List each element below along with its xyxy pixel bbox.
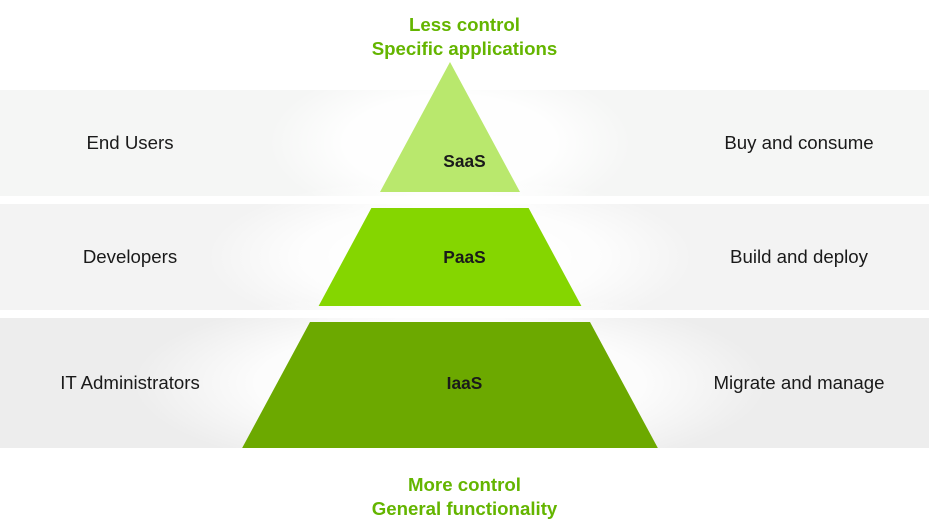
left-label-paas: Developers (0, 246, 260, 268)
top-caption: Less control Specific applications (0, 13, 929, 62)
right-label-iaas: Migrate and manage (669, 372, 929, 394)
left-label-iaas: IT Administrators (0, 372, 260, 394)
bottom-caption: More control General functionality (0, 473, 929, 522)
top-caption-line2: Specific applications (0, 37, 929, 61)
band-paas: Developers PaaS Build and deploy (0, 204, 929, 310)
band-iaas: IT Administrators IaaS Migrate and manag… (0, 318, 929, 448)
band-saas: End Users SaaS Buy and consume (0, 90, 929, 196)
left-label-saas: End Users (0, 132, 260, 154)
pyramid-label-saas: SaaS (260, 151, 669, 172)
right-label-paas: Build and deploy (669, 246, 929, 268)
pyramid-label-iaas: IaaS (260, 373, 669, 394)
diagram-container: Less control Specific applications End U… (0, 0, 929, 523)
pyramid-label-paas: PaaS (260, 247, 669, 268)
bottom-caption-line2: General functionality (0, 497, 929, 521)
right-label-saas: Buy and consume (669, 132, 929, 154)
top-caption-line1: Less control (0, 13, 929, 37)
bottom-caption-line1: More control (0, 473, 929, 497)
